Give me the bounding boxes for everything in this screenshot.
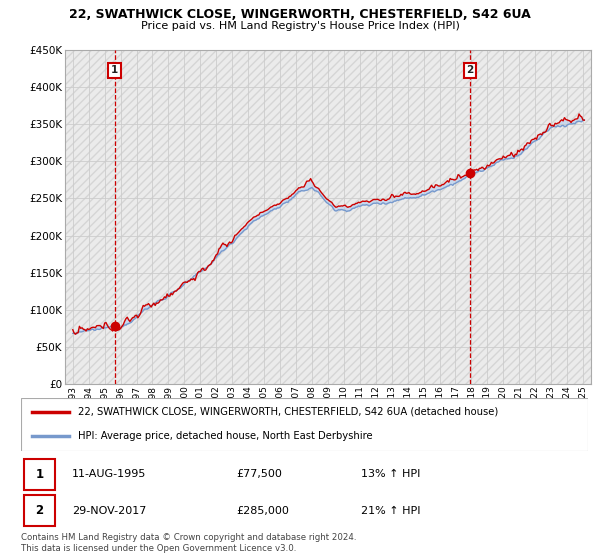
Text: Price paid vs. HM Land Registry's House Price Index (HPI): Price paid vs. HM Land Registry's House … [140,21,460,31]
Text: £77,500: £77,500 [236,469,283,479]
Text: 29-NOV-2017: 29-NOV-2017 [72,506,146,516]
Text: 1: 1 [35,468,43,480]
Text: 1: 1 [111,66,118,75]
Text: Contains HM Land Registry data © Crown copyright and database right 2024.
This d: Contains HM Land Registry data © Crown c… [21,533,356,553]
Text: 22, SWATHWICK CLOSE, WINGERWORTH, CHESTERFIELD, S42 6UA: 22, SWATHWICK CLOSE, WINGERWORTH, CHESTE… [69,8,531,21]
Text: 22, SWATHWICK CLOSE, WINGERWORTH, CHESTERFIELD, S42 6UA (detached house): 22, SWATHWICK CLOSE, WINGERWORTH, CHESTE… [78,407,498,417]
Text: 2: 2 [35,504,43,517]
Text: 13% ↑ HPI: 13% ↑ HPI [361,469,421,479]
Text: 11-AUG-1995: 11-AUG-1995 [72,469,146,479]
Bar [24,459,55,489]
Text: £285,000: £285,000 [236,506,289,516]
Text: 2: 2 [466,66,473,75]
Bar [24,496,55,526]
Text: 21% ↑ HPI: 21% ↑ HPI [361,506,421,516]
Text: HPI: Average price, detached house, North East Derbyshire: HPI: Average price, detached house, Nort… [78,431,373,441]
